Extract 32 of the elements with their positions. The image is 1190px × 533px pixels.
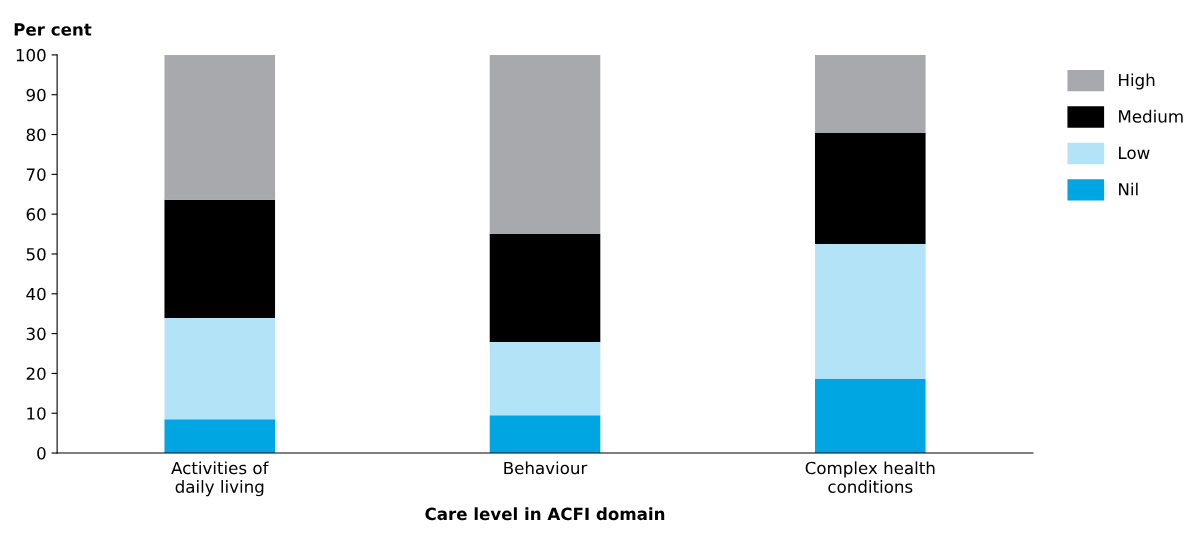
bar bbox=[489, 54, 601, 235]
x-axis-title: Care level in ACFI domain bbox=[425, 507, 665, 521]
y-tick-label: 30 bbox=[26, 327, 46, 341]
bar bbox=[489, 415, 601, 454]
bar bbox=[814, 132, 926, 245]
bar bbox=[164, 419, 276, 454]
y-tick-label: 50 bbox=[26, 247, 46, 261]
legend-label: Nil bbox=[1119, 182, 1138, 196]
bar bbox=[489, 341, 601, 416]
bar bbox=[164, 199, 276, 319]
y-axis-title: Per cent bbox=[14, 23, 92, 36]
legend-label: High bbox=[1119, 73, 1155, 90]
bar bbox=[814, 244, 926, 379]
legend-label: Low bbox=[1119, 146, 1150, 160]
bar bbox=[164, 318, 276, 420]
x-tick-label: Activities of daily living bbox=[171, 461, 269, 497]
x-tick-label: Behaviour bbox=[504, 461, 588, 475]
bar bbox=[489, 234, 601, 342]
y-tick-label: 0 bbox=[37, 447, 46, 460]
legend-label: Medium bbox=[1119, 109, 1183, 123]
y-tick-label: 70 bbox=[26, 168, 46, 181]
bar bbox=[814, 378, 926, 454]
bar bbox=[814, 54, 926, 133]
y-tick-label: 20 bbox=[26, 367, 46, 380]
y-tick-label: 90 bbox=[26, 88, 46, 102]
y-tick-label: 10 bbox=[27, 407, 46, 420]
y-tick-label: 80 bbox=[26, 128, 46, 142]
y-tick-label: 40 bbox=[26, 287, 46, 301]
x-tick-label: Complex health conditions bbox=[805, 461, 935, 493]
y-tick-label: 60 bbox=[26, 208, 46, 221]
y-tick-label: 100 bbox=[16, 48, 46, 62]
bar bbox=[164, 54, 276, 200]
